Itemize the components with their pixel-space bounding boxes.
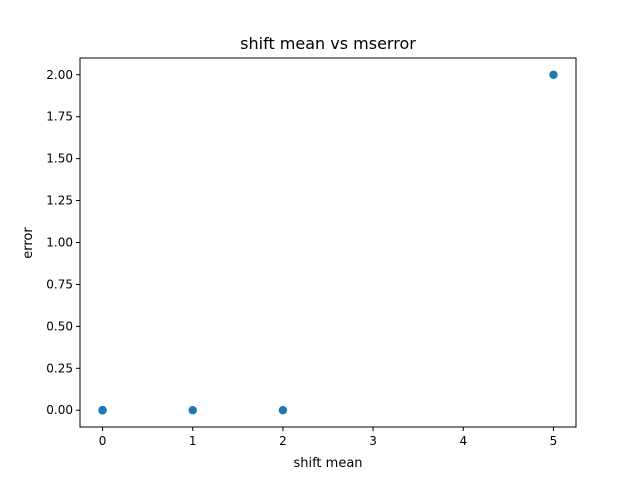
x-tick-label: 5: [550, 434, 558, 448]
y-tick-label: 1.50: [46, 152, 73, 166]
y-tick-label: 0.50: [46, 319, 73, 333]
scatter-point: [278, 406, 288, 415]
x-tick-label: 1: [189, 434, 197, 448]
chart-title: shift mean vs mserror: [240, 34, 416, 53]
y-tick-label: 0.00: [46, 403, 73, 417]
scatter-point: [98, 406, 107, 415]
y-tick-label: 2.00: [46, 68, 73, 82]
y-tick-label: 1.75: [46, 110, 73, 124]
y-tick-label: 1.25: [46, 194, 73, 208]
x-tick-label: 3: [369, 434, 377, 448]
y-tick-label: 0.25: [46, 361, 73, 375]
x-axis-label: shift mean: [293, 456, 362, 471]
scatter-point: [188, 406, 197, 415]
y-axis-ticks: 0.00 0.25 0.50 0.75 1.00 1.25 1.50 1.75 2.00: [46, 68, 80, 417]
x-tick-label: 0: [99, 434, 107, 448]
y-tick-label: 1.00: [46, 236, 73, 250]
x-tick-label: 4: [459, 434, 467, 448]
y-axis-label: error: [21, 227, 36, 259]
y-tick-label: 0.75: [46, 277, 73, 291]
x-tick-label: 2: [279, 434, 287, 448]
scatter-point: [549, 70, 558, 79]
scatter-points: [98, 70, 558, 415]
x-axis-ticks: 0 1 2 3 4 5: [99, 427, 558, 448]
